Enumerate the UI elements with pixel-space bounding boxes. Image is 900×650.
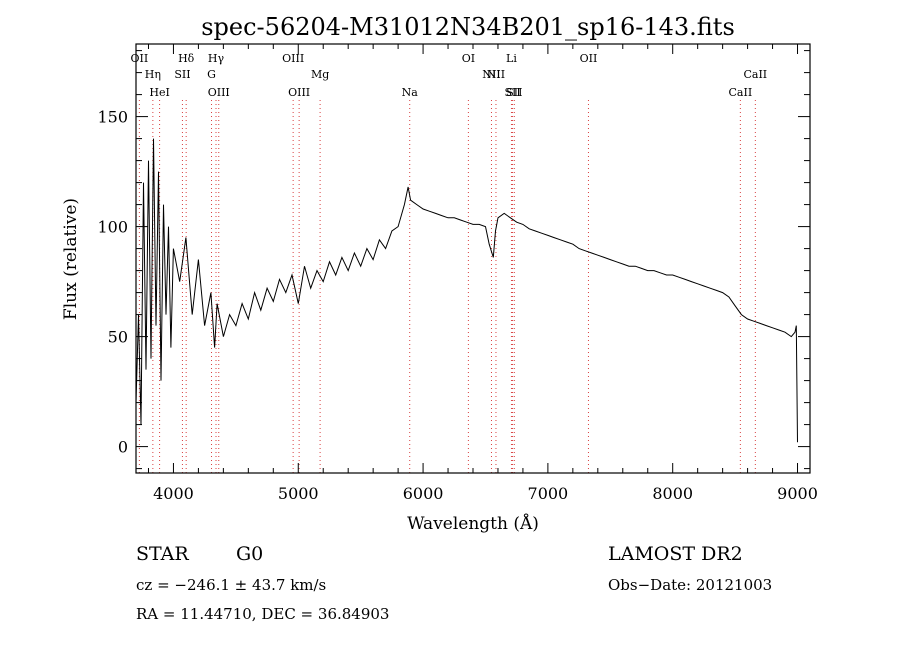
x-tick-label: 5000: [278, 484, 319, 503]
emission-line-label: Hγ: [208, 52, 225, 65]
plot-frame: [135, 43, 811, 474]
emission-line-label: CaII: [743, 68, 767, 81]
y-axis: 0 50 100 150: [97, 50, 810, 470]
emission-line-label: SII: [174, 68, 190, 81]
x-axis-label: Wavelength (Å): [407, 513, 539, 534]
emission-line-markers: [138, 100, 756, 473]
emission-line-label: Li: [506, 52, 517, 65]
radec-text: RA = 11.44710, DEC = 36.84903: [136, 605, 389, 623]
x-tick-label: 4000: [153, 484, 194, 503]
emission-line-label: OIII: [208, 86, 230, 99]
emission-line-label: NII: [482, 68, 500, 81]
redshift-text: cz = −246.1 ± 43.7 km/s: [136, 576, 326, 594]
emission-line-label: Hδ: [178, 52, 195, 65]
emission-line-label: OIII: [288, 86, 310, 99]
emission-line-label: Na: [402, 86, 419, 99]
x-tick-label: 9000: [777, 484, 818, 503]
y-axis-label: Flux (relative): [61, 198, 81, 320]
y-tick-label: 150: [97, 108, 128, 127]
emission-line-label: SII: [504, 86, 520, 99]
emission-line-label: OIII: [282, 52, 304, 65]
y-tick-label: 100: [97, 218, 128, 237]
obs-date-text: Obs−Date: 20121003: [608, 576, 772, 594]
x-tick-label: 8000: [652, 484, 693, 503]
emission-line-labels: OIIHηHeIHδSIIOIIIHγGOIIIOIIIMgNaOINIISII…: [131, 52, 768, 99]
emission-line-label: OI: [462, 52, 475, 65]
emission-line-label: CaII: [729, 86, 753, 99]
emission-line-label: NII: [487, 68, 505, 81]
survey-label: LAMOST DR2: [608, 543, 743, 565]
y-tick-label: 50: [108, 328, 128, 347]
emission-line-label: SII: [506, 86, 522, 99]
x-axis: 4000 5000 6000 7000 8000 9000: [147, 44, 818, 503]
emission-line-label: OII: [580, 52, 598, 65]
object-subclass: G0: [236, 543, 263, 565]
x-tick-label: 7000: [528, 484, 569, 503]
emission-line-label: OII: [131, 52, 149, 65]
emission-line-label: Mg: [311, 68, 329, 81]
emission-line-label: G: [207, 68, 216, 81]
emission-line-label: HeI: [149, 86, 169, 99]
y-tick-label: 0: [118, 438, 128, 457]
object-class: STAR: [136, 543, 189, 565]
chart-title: spec-56204-M31012N34B201_sp16-143.fits: [201, 13, 735, 41]
x-tick-label: 6000: [403, 484, 444, 503]
emission-line-label: Hη: [145, 68, 161, 81]
spectrum-line: [135, 138, 798, 443]
